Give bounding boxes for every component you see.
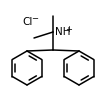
- Text: +: +: [66, 24, 72, 33]
- Text: NH: NH: [55, 27, 70, 37]
- Text: Cl: Cl: [22, 17, 32, 27]
- Text: −: −: [31, 15, 38, 24]
